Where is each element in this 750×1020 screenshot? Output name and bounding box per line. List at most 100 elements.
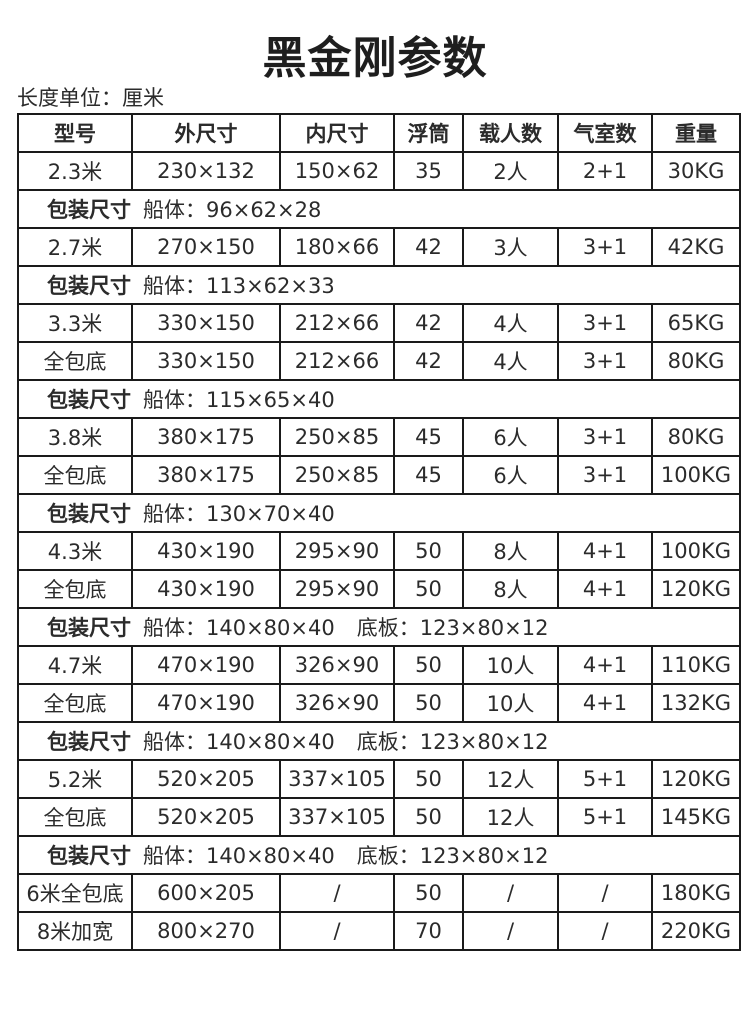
cell-model: 全包底 bbox=[17, 569, 133, 609]
packaging-row: 包装尺寸 船体：115×65×40 bbox=[17, 379, 741, 419]
cell-inner-size: 212×66 bbox=[279, 303, 395, 343]
table-row: 全包底 520×205 337×105 50 12人 5+1 145KG bbox=[17, 797, 741, 837]
table-row: 6米全包底 600×205/50//180KG bbox=[17, 873, 741, 913]
packaging-cell: 包装尺寸 船体：113×62×33 bbox=[17, 265, 741, 305]
cell-weight: 100KG bbox=[651, 455, 741, 495]
cell-tube: 42 bbox=[393, 227, 464, 267]
packaging-label: 包装尺寸 bbox=[47, 616, 131, 640]
cell-chambers: 3+1 bbox=[557, 341, 653, 381]
cell-weight: 80KG bbox=[651, 341, 741, 381]
cell-outer-size: 520×205 bbox=[131, 797, 281, 837]
cell-inner-size: 337×105 bbox=[279, 759, 395, 799]
cell-capacity: 4人 bbox=[462, 341, 559, 381]
table-row: 5.2米 520×205 337×105 50 12人 5+1 120KG bbox=[17, 759, 741, 799]
packaging-hull: 船体：140×80×40 bbox=[143, 616, 335, 640]
table-row: 全包底 380×175 250×85 45 6人 3+1 100KG bbox=[17, 455, 741, 495]
packaging-label: 包装尺寸 bbox=[47, 502, 131, 526]
cell-inner-size: 212×66 bbox=[279, 341, 395, 381]
cell-tube: 50 bbox=[393, 645, 464, 685]
cell-model: 3.8米 bbox=[17, 417, 133, 457]
cell-tube: 35 bbox=[393, 151, 464, 191]
packaging-floor: 底板：123×80×12 bbox=[356, 844, 549, 868]
cell-capacity: / bbox=[462, 873, 559, 913]
cell-outer-size: 800×270 bbox=[131, 911, 281, 951]
packaging-hull: 船体：140×80×40 bbox=[143, 730, 335, 754]
packaging-hull: 船体：96×62×28 bbox=[143, 198, 322, 222]
cell-model: 6米全包底 bbox=[17, 873, 133, 913]
cell-chambers: 3+1 bbox=[557, 303, 653, 343]
cell-outer-size: 330×150 bbox=[131, 303, 281, 343]
table-row: 3.8米 380×175 250×85 45 6人 3+1 80KG bbox=[17, 417, 741, 457]
cell-inner-size: / bbox=[279, 873, 395, 913]
cell-chambers: 4+1 bbox=[557, 683, 653, 723]
cell-tube: 70 bbox=[393, 911, 464, 951]
cell-chambers: 4+1 bbox=[557, 531, 653, 571]
cell-model: 4.3米 bbox=[17, 531, 133, 571]
header-model: 型号 bbox=[17, 113, 133, 153]
table-row: 全包底 470×190 326×90 50 10人 4+1 132KG bbox=[17, 683, 741, 723]
cell-inner-size: 295×90 bbox=[279, 569, 395, 609]
packaging-hull: 船体：130×70×40 bbox=[143, 502, 335, 526]
cell-chambers: 3+1 bbox=[557, 227, 653, 267]
packaging-row: 包装尺寸 船体：130×70×40 bbox=[17, 493, 741, 533]
cell-tube: 50 bbox=[393, 797, 464, 837]
header-weight: 重量 bbox=[651, 113, 741, 153]
cell-outer-size: 470×190 bbox=[131, 645, 281, 685]
cell-outer-size: 380×175 bbox=[131, 417, 281, 457]
packaging-cell: 包装尺寸 船体：96×62×28 bbox=[17, 189, 741, 229]
cell-chambers: 2+1 bbox=[557, 151, 653, 191]
header-chambers: 气室数 bbox=[557, 113, 653, 153]
cell-inner-size: 326×90 bbox=[279, 683, 395, 723]
cell-chambers: 4+1 bbox=[557, 645, 653, 685]
cell-tube: 50 bbox=[393, 873, 464, 913]
cell-capacity: 12人 bbox=[462, 797, 559, 837]
packaging-hull: 船体：140×80×40 bbox=[143, 844, 335, 868]
unit-note: 长度单位：厘米 bbox=[17, 86, 164, 110]
cell-capacity: 6人 bbox=[462, 417, 559, 457]
table-row: 2.7米 270×150 180×66 42 3人 3+1 42KG bbox=[17, 227, 741, 267]
cell-weight: 65KG bbox=[651, 303, 741, 343]
packaging-row: 包装尺寸 船体：140×80×40 底板：123×80×12 bbox=[17, 607, 741, 647]
header-row: 型号 外尺寸 内尺寸 浮筒 载人数 气室数 重量 bbox=[17, 113, 741, 153]
cell-weight: 80KG bbox=[651, 417, 741, 457]
cell-outer-size: 380×175 bbox=[131, 455, 281, 495]
table-row: 8米加宽 800×270/70//220KG bbox=[17, 911, 741, 951]
cell-inner-size: 250×85 bbox=[279, 455, 395, 495]
cell-capacity: 3人 bbox=[462, 227, 559, 267]
cell-capacity: 8人 bbox=[462, 531, 559, 571]
cell-capacity: 10人 bbox=[462, 645, 559, 685]
cell-tube: 50 bbox=[393, 569, 464, 609]
cell-outer-size: 520×205 bbox=[131, 759, 281, 799]
packaging-row: 包装尺寸 船体：140×80×40 底板：123×80×12 bbox=[17, 835, 741, 875]
packaging-cell: 包装尺寸 船体：140×80×40 底板：123×80×12 bbox=[17, 721, 741, 761]
cell-outer-size: 600×205 bbox=[131, 873, 281, 913]
cell-outer-size: 270×150 bbox=[131, 227, 281, 267]
cell-outer-size: 430×190 bbox=[131, 531, 281, 571]
cell-chambers: 5+1 bbox=[557, 797, 653, 837]
cell-weight: 180KG bbox=[651, 873, 741, 913]
cell-capacity: 10人 bbox=[462, 683, 559, 723]
header-tube: 浮筒 bbox=[393, 113, 464, 153]
packaging-cell: 包装尺寸 船体：140×80×40 底板：123×80×12 bbox=[17, 835, 741, 875]
cell-capacity: 4人 bbox=[462, 303, 559, 343]
cell-model: 2.7米 bbox=[17, 227, 133, 267]
cell-inner-size: 326×90 bbox=[279, 645, 395, 685]
cell-chambers: 3+1 bbox=[557, 417, 653, 457]
cell-chambers: 4+1 bbox=[557, 569, 653, 609]
cell-tube: 45 bbox=[393, 455, 464, 495]
cell-model: 全包底 bbox=[17, 797, 133, 837]
packaging-label: 包装尺寸 bbox=[47, 844, 131, 868]
header-outer-size: 外尺寸 bbox=[131, 113, 281, 153]
packaging-label: 包装尺寸 bbox=[47, 388, 131, 412]
cell-tube: 45 bbox=[393, 417, 464, 457]
cell-chambers: 5+1 bbox=[557, 759, 653, 799]
cell-chambers: / bbox=[557, 911, 653, 951]
cell-model: 全包底 bbox=[17, 341, 133, 381]
header-inner-size: 内尺寸 bbox=[279, 113, 395, 153]
packaging-label: 包装尺寸 bbox=[47, 198, 131, 222]
cell-capacity: 6人 bbox=[462, 455, 559, 495]
cell-inner-size: / bbox=[279, 911, 395, 951]
cell-weight: 30KG bbox=[651, 151, 741, 191]
cell-model: 8米加宽 bbox=[17, 911, 133, 951]
table-row: 全包底 330×150 212×66 42 4人 3+1 80KG bbox=[17, 341, 741, 381]
